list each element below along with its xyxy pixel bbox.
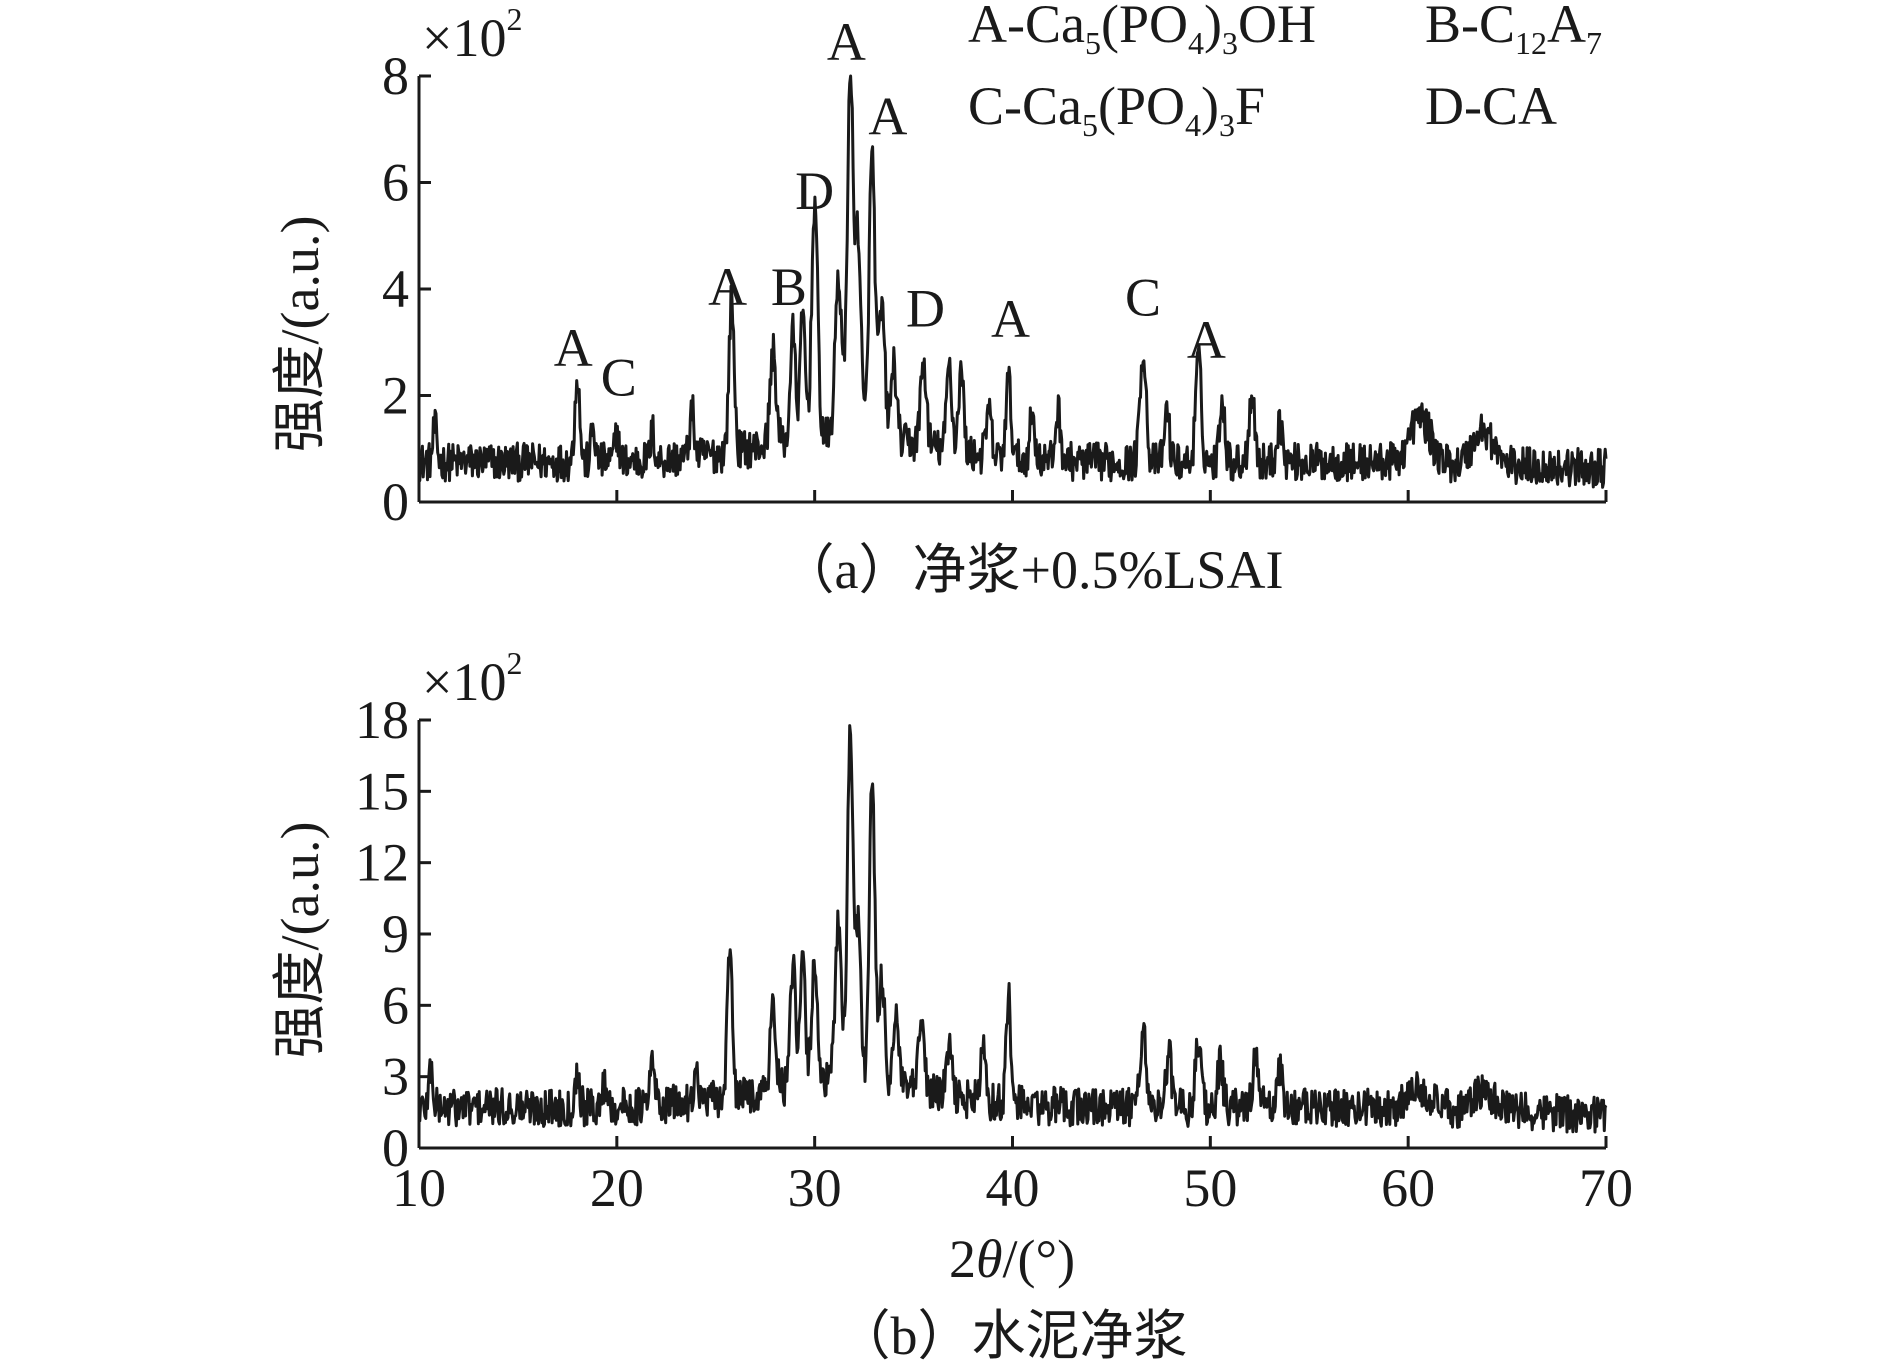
y-ticks-b: 0 3 6 9 12 15 18 <box>355 690 431 1178</box>
series-line-a <box>418 74 1608 489</box>
y-tick-label: 12 <box>355 833 409 893</box>
y-tick-label: 6 <box>382 153 409 213</box>
peak-label: D <box>795 161 834 221</box>
legend-entry-a: A-Ca5(PO4)3OH <box>968 0 1316 61</box>
y-axis-title-a: 强度/(a.u.) <box>270 216 330 453</box>
y-tick-label: 0 <box>382 472 409 532</box>
series-line-b <box>417 724 1608 1134</box>
peak-label: B <box>771 257 807 317</box>
x-tick-label: 50 <box>1183 1158 1237 1218</box>
y-tick-label: 9 <box>382 904 409 964</box>
peak-label: A <box>554 318 593 378</box>
x-tick-label: 40 <box>986 1158 1040 1218</box>
y-tick-label: 8 <box>382 46 409 106</box>
y-tick-label: 6 <box>382 975 409 1035</box>
y-tick-label: 3 <box>382 1047 409 1107</box>
x-ticks-b: 10 20 30 40 50 60 70 <box>392 1136 1633 1218</box>
y-tick-label: 4 <box>382 259 409 319</box>
x-tick-label: 30 <box>788 1158 842 1218</box>
panel-a: A-Ca5(PO4)3OH B-C12A7 C-Ca5(PO4)3F D-CA … <box>270 0 1608 600</box>
y-tick-label: 15 <box>355 761 409 821</box>
peak-label: A <box>868 87 907 147</box>
peak-label: C <box>1125 268 1161 328</box>
x-tick-label: 70 <box>1579 1158 1633 1218</box>
peak-label: A <box>991 289 1030 349</box>
y-multiplier-a: ×102 <box>422 1 522 68</box>
y-multiplier-b: ×102 <box>422 645 522 712</box>
legend-entry-d: D-CA <box>1425 76 1557 136</box>
x-tick-label: 20 <box>590 1158 644 1218</box>
y-axis-title-b: 强度/(a.u.) <box>270 822 330 1059</box>
legend-entry-c: C-Ca5(PO4)3F <box>968 76 1265 143</box>
x-ticks-a <box>417 490 1608 502</box>
x-tick-label: 60 <box>1381 1158 1435 1218</box>
y-tick-label: 2 <box>382 366 409 426</box>
peak-label: C <box>601 348 637 408</box>
y-tick-label: 18 <box>355 690 409 750</box>
legend: A-Ca5(PO4)3OH B-C12A7 C-Ca5(PO4)3F D-CA <box>968 0 1602 143</box>
peak-label: A <box>827 12 866 72</box>
peak-label: A <box>708 257 747 317</box>
x-tick-label: 10 <box>392 1158 446 1218</box>
x-axis-title-b: 2θ/(°) <box>949 1229 1075 1289</box>
legend-entry-b: B-C12A7 <box>1425 0 1602 61</box>
peak-label: A <box>1187 310 1226 370</box>
peak-label: D <box>906 278 945 338</box>
caption-a: （a）净浆+0.5%LSAI <box>781 540 1284 600</box>
panel-b: ×102 强度/(a.u.) 0 3 6 9 12 15 18 10 20 30 40 50 60 70… <box>270 645 1633 1366</box>
y-tick-label: 0 <box>382 1118 409 1178</box>
caption-b: （b）水泥净浆 <box>837 1306 1188 1366</box>
y-ticks-a: 0 2 4 6 8 <box>382 46 431 532</box>
